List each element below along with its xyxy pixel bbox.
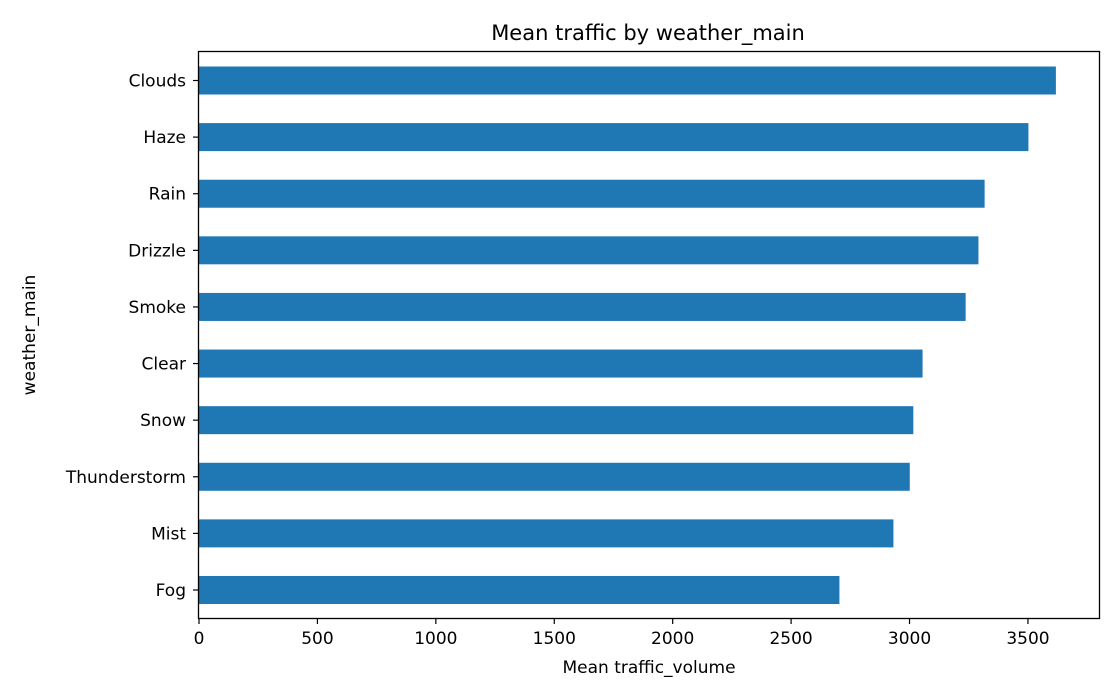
bar-rain [199, 179, 985, 208]
x-tick-label: 3500 [1006, 629, 1049, 649]
x-tick-label: 3000 [888, 629, 931, 649]
plot-frame [197, 50, 1101, 620]
y-tick-label: Smoke [129, 298, 186, 318]
bar-thunderstorm [199, 462, 910, 491]
y-tick-label: Clear [142, 355, 186, 375]
y-tick-label: Clouds [129, 72, 187, 92]
bar-clouds [199, 66, 1056, 95]
bar-fog [199, 576, 840, 604]
x-tick-label: 0 [194, 629, 205, 649]
y-axis-label: weather_main [20, 275, 40, 396]
bars-group [199, 66, 1056, 604]
x-axis-ticks: 0 500 1000 1500 2000 2500 3000 3500 [194, 618, 1050, 649]
y-tick-label: Haze [143, 128, 186, 148]
bar-smoke [199, 292, 966, 321]
y-axis-ticks: Clouds Haze Rain Drizzle Smoke Clear Snow Thund… [65, 72, 199, 601]
bar-snow [199, 406, 914, 435]
x-tick-label: 1500 [533, 629, 576, 649]
y-tick-label: Rain [149, 185, 186, 205]
y-tick-label: Snow [140, 411, 186, 431]
bar-mist [199, 519, 894, 548]
chart-title: Mean traffic by weather_main [491, 21, 805, 46]
y-tick-label: Mist [151, 524, 186, 544]
bar-haze [199, 123, 1029, 152]
x-tick-label: 500 [301, 629, 333, 649]
y-tick-label: Drizzle [128, 241, 186, 261]
y-tick-label: Fog [156, 581, 186, 601]
y-tick-label: Thunderstorm [65, 468, 186, 488]
x-tick-label: 2000 [651, 629, 694, 649]
x-axis-label: Mean traffic_volume [562, 658, 735, 678]
bar-drizzle [199, 236, 979, 265]
x-tick-label: 2500 [769, 629, 812, 649]
bar-clear [199, 349, 923, 378]
x-tick-label: 1000 [414, 629, 457, 649]
